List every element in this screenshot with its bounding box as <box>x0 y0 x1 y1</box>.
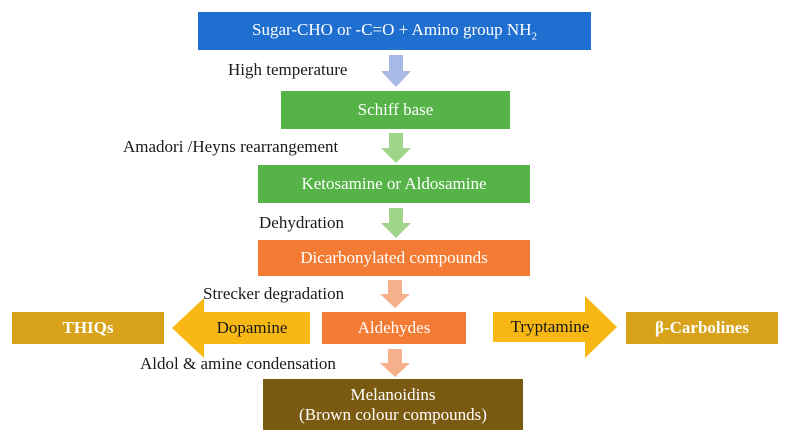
down-arrow-icon <box>380 349 410 377</box>
aldehydes-text: Aldehydes <box>357 318 431 337</box>
aldol-condensation-label: Aldol & amine condensation <box>140 354 336 373</box>
melanoidins-subtitle: (Brown colour compounds) <box>299 404 487 424</box>
aldehydes-box: Aldehydes <box>322 312 466 344</box>
thiqs-text: THIQs <box>62 318 114 337</box>
strecker-degradation-label: Strecker degradation <box>203 284 345 303</box>
dehydration-label: Dehydration <box>259 213 344 232</box>
ketosamine-box: Ketosamine or Aldosamine <box>258 165 530 203</box>
dicarbonylated-text: Dicarbonylated compounds <box>300 248 488 267</box>
thiqs-box: THIQs <box>12 312 164 344</box>
high-temperature-label: High temperature <box>228 60 348 79</box>
amadori-heyns-label: Amadori /Heyns rearrangement <box>123 137 339 156</box>
beta-carbolines-text: β-Carbolines <box>655 318 749 337</box>
melanoidins-box: Melanoidins (Brown colour compounds) <box>263 379 523 430</box>
right-arrow-icon <box>493 296 617 358</box>
schiff-base-box: Schiff base <box>281 91 510 129</box>
melanoidins-title: Melanoidins <box>350 384 436 404</box>
tryptamine-label: Tryptamine <box>510 317 590 336</box>
ketosamine-text: Ketosamine or Aldosamine <box>301 174 487 193</box>
dicarbonylated-box: Dicarbonylated compounds <box>258 240 530 276</box>
down-arrow-icon <box>381 208 411 238</box>
down-arrow-icon <box>380 280 410 308</box>
left-arrow-icon <box>172 298 310 358</box>
down-arrow-icon <box>381 55 411 87</box>
sugar-amino-text: Sugar-CHO or -C=O + Amino group NH2 <box>252 19 537 43</box>
beta-carbolines-box: β-Carbolines <box>626 312 778 344</box>
down-arrow-icon <box>381 133 411 163</box>
sugar-amino-box: Sugar-CHO or -C=O + Amino group NH2 <box>198 12 591 50</box>
schiff-base-text: Schiff base <box>357 100 434 119</box>
dopamine-label: Dopamine <box>216 318 288 337</box>
